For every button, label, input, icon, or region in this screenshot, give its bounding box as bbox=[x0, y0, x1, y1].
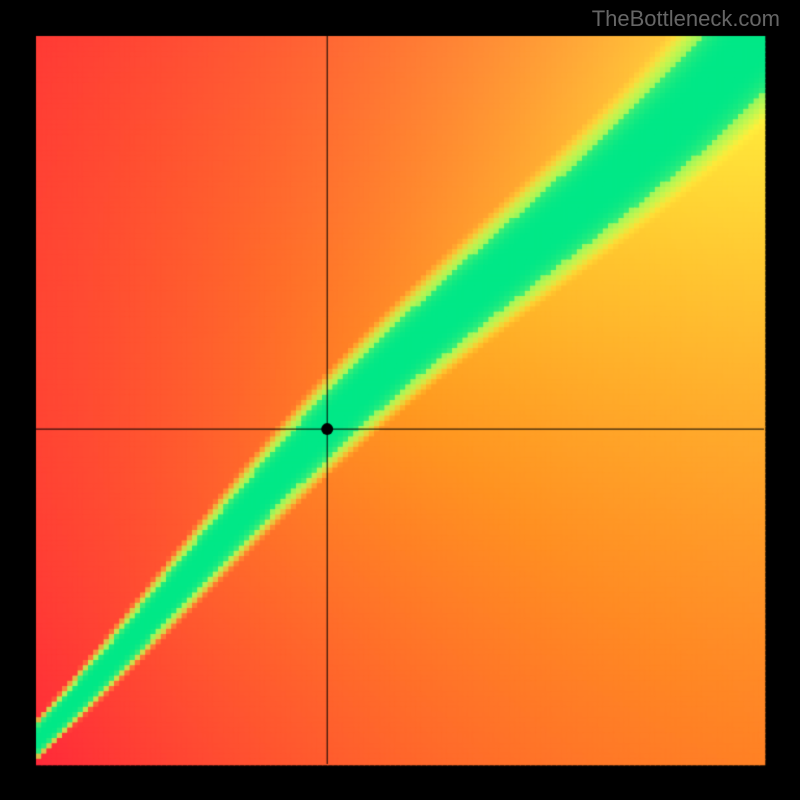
watermark-text: TheBottleneck.com bbox=[592, 6, 780, 32]
bottleneck-heatmap bbox=[0, 0, 800, 800]
chart-container: TheBottleneck.com bbox=[0, 0, 800, 800]
